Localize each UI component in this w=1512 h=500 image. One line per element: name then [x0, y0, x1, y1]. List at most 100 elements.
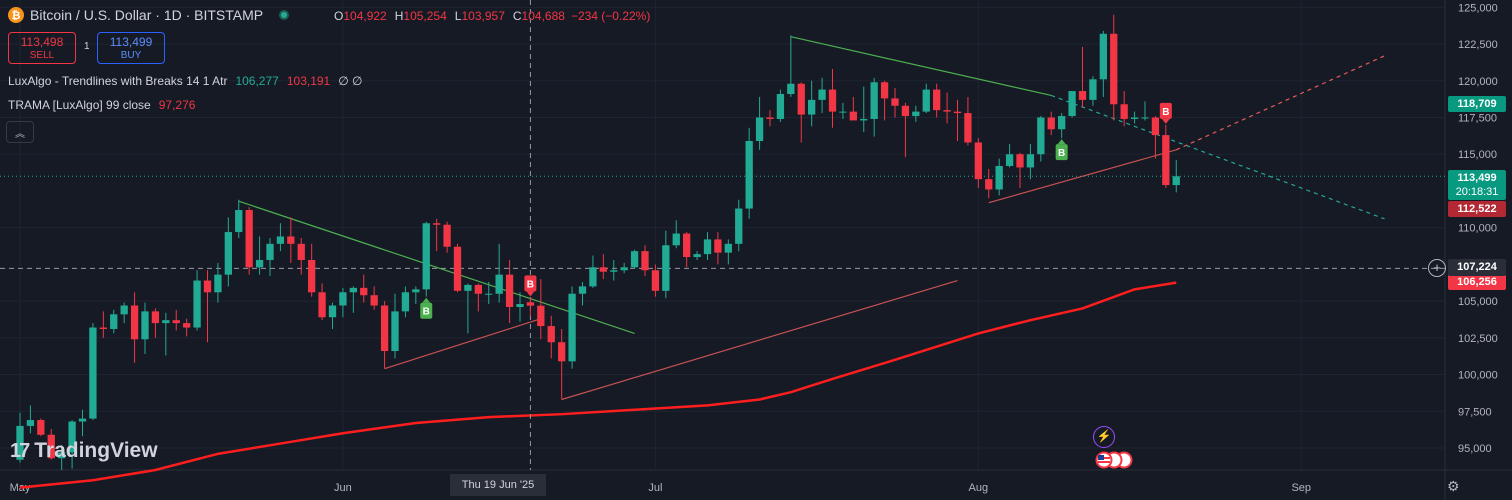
candle-body — [391, 311, 399, 352]
candle-body — [703, 239, 712, 255]
current-price-tag: 113,499 20:18:31 — [1448, 170, 1506, 200]
candle-body — [68, 421, 76, 453]
candle-body — [849, 111, 857, 121]
candle-body — [1047, 117, 1055, 130]
candle-body — [1026, 154, 1035, 168]
candle-body — [589, 267, 597, 287]
low-value: 103,957 — [461, 9, 505, 23]
x-tick-label: Sep — [1291, 482, 1311, 494]
x-tick-label: Jun — [334, 482, 352, 494]
spread-value: 1 — [84, 41, 90, 52]
candle-body — [266, 243, 274, 260]
candle-body — [1078, 91, 1087, 100]
close-value: 104,688 — [521, 9, 565, 23]
candle-body — [995, 165, 1003, 190]
trama-price-tag: 106,256 — [1448, 274, 1506, 290]
x-tick-label: Jul — [648, 482, 662, 494]
candle-body — [485, 293, 493, 295]
buy-label: BUY — [120, 50, 142, 61]
candle-body — [1016, 154, 1024, 168]
buy-button[interactable]: 113,499 BUY — [97, 32, 165, 64]
signal-label: B — [423, 307, 430, 318]
candle-body — [683, 233, 691, 258]
gear-icon[interactable]: ⚙ — [1447, 478, 1460, 494]
candle-body — [516, 304, 524, 307]
collapse-legend-button[interactable]: ︽ — [6, 121, 34, 143]
candle-body — [953, 111, 962, 114]
bar-countdown: 20:18:31 — [1455, 186, 1499, 198]
symbol-title[interactable]: Bitcoin / U.S. Dollar · 1D · BITSTAMP — [30, 7, 264, 23]
y-tick-label: 125,000 — [1458, 2, 1498, 14]
candle-body — [630, 251, 639, 268]
candle-body — [672, 233, 680, 246]
candle-body — [766, 117, 774, 119]
candle-body — [193, 280, 201, 328]
candle-body — [933, 89, 941, 111]
candle-body — [787, 83, 795, 94]
candle-body — [495, 274, 503, 294]
add-alert-plus-icon[interactable]: + — [1428, 259, 1446, 277]
candle-body — [276, 236, 285, 244]
candle-body — [99, 327, 107, 329]
candle-body — [662, 245, 670, 291]
change-value: −234 (−0.22%) — [570, 9, 651, 23]
candle-body — [1110, 33, 1118, 105]
signal-badge — [524, 275, 537, 292]
candle-body — [776, 94, 785, 119]
current-price: 113,499 — [1457, 172, 1497, 184]
indicator-value-upper: 106,277 — [235, 74, 279, 88]
candle-body — [308, 259, 316, 293]
candle-body — [610, 270, 618, 272]
trendline-support-projection — [1176, 55, 1385, 151]
signal-pointer — [1057, 139, 1066, 145]
signal-badge — [420, 302, 433, 319]
candle-body — [651, 270, 660, 291]
candle-body — [724, 243, 732, 253]
candle-body — [797, 83, 805, 115]
candle-body — [433, 223, 441, 225]
candle-body — [1130, 117, 1139, 119]
sell-label: SELL — [29, 50, 55, 61]
candle-body — [214, 274, 222, 293]
candle-body — [412, 289, 420, 293]
ohlc-readout: O 104,922 H 105,254 L 103,957 C 104,688 −234… — [334, 9, 650, 23]
candle-body — [443, 224, 451, 247]
x-tick-label: Aug — [969, 482, 989, 494]
candle-body — [349, 287, 357, 293]
indicator-name: LuxAlgo - Trendlines with Breaks 14 1 At… — [8, 74, 228, 88]
candle-body — [183, 323, 191, 328]
trendline-resistance — [790, 36, 1052, 97]
tradingview-name: TradingView — [34, 439, 158, 462]
candle-body — [714, 239, 722, 253]
y-tick-label: 105,000 — [1458, 296, 1498, 308]
candle-body — [162, 320, 170, 324]
trendline-resistance-projection — [1051, 94, 1385, 220]
sell-price: 113,498 — [20, 35, 64, 49]
indicator-legend-trama[interactable]: TRAMA [LuxAlgo] 99 close 97,276 — [8, 98, 195, 112]
candle-body — [453, 246, 462, 291]
candle-body — [287, 236, 295, 244]
lightning-icon[interactable]: ⚡ — [1093, 426, 1115, 448]
tradingview-logo[interactable]: 17 TradingView — [10, 439, 158, 463]
candle-body — [370, 295, 378, 306]
buy-price: 113,499 — [109, 35, 153, 49]
candle-body — [808, 99, 816, 115]
us-flag-icon[interactable] — [1094, 451, 1134, 472]
candle-body — [318, 292, 326, 318]
candle-body — [224, 232, 232, 275]
candle-body — [526, 302, 535, 306]
sell-button[interactable]: 113,498 SELL — [8, 32, 76, 64]
y-tick-label: 100,000 — [1458, 370, 1498, 382]
candle-body — [120, 305, 128, 315]
market-status-icon[interactable] — [279, 10, 290, 20]
candle-body — [110, 314, 118, 329]
candle-body — [16, 425, 24, 460]
indicator-legend-trendlines[interactable]: LuxAlgo - Trendlines with Breaks 14 1 At… — [8, 74, 362, 88]
open-label: O — [334, 9, 344, 23]
candle-body — [235, 210, 243, 233]
candle-body — [474, 284, 482, 294]
indicator-name: TRAMA [LuxAlgo] 99 close — [8, 98, 151, 112]
indicator-value-lower: 103,191 — [286, 74, 331, 88]
y-tick-label: 110,000 — [1458, 223, 1497, 235]
